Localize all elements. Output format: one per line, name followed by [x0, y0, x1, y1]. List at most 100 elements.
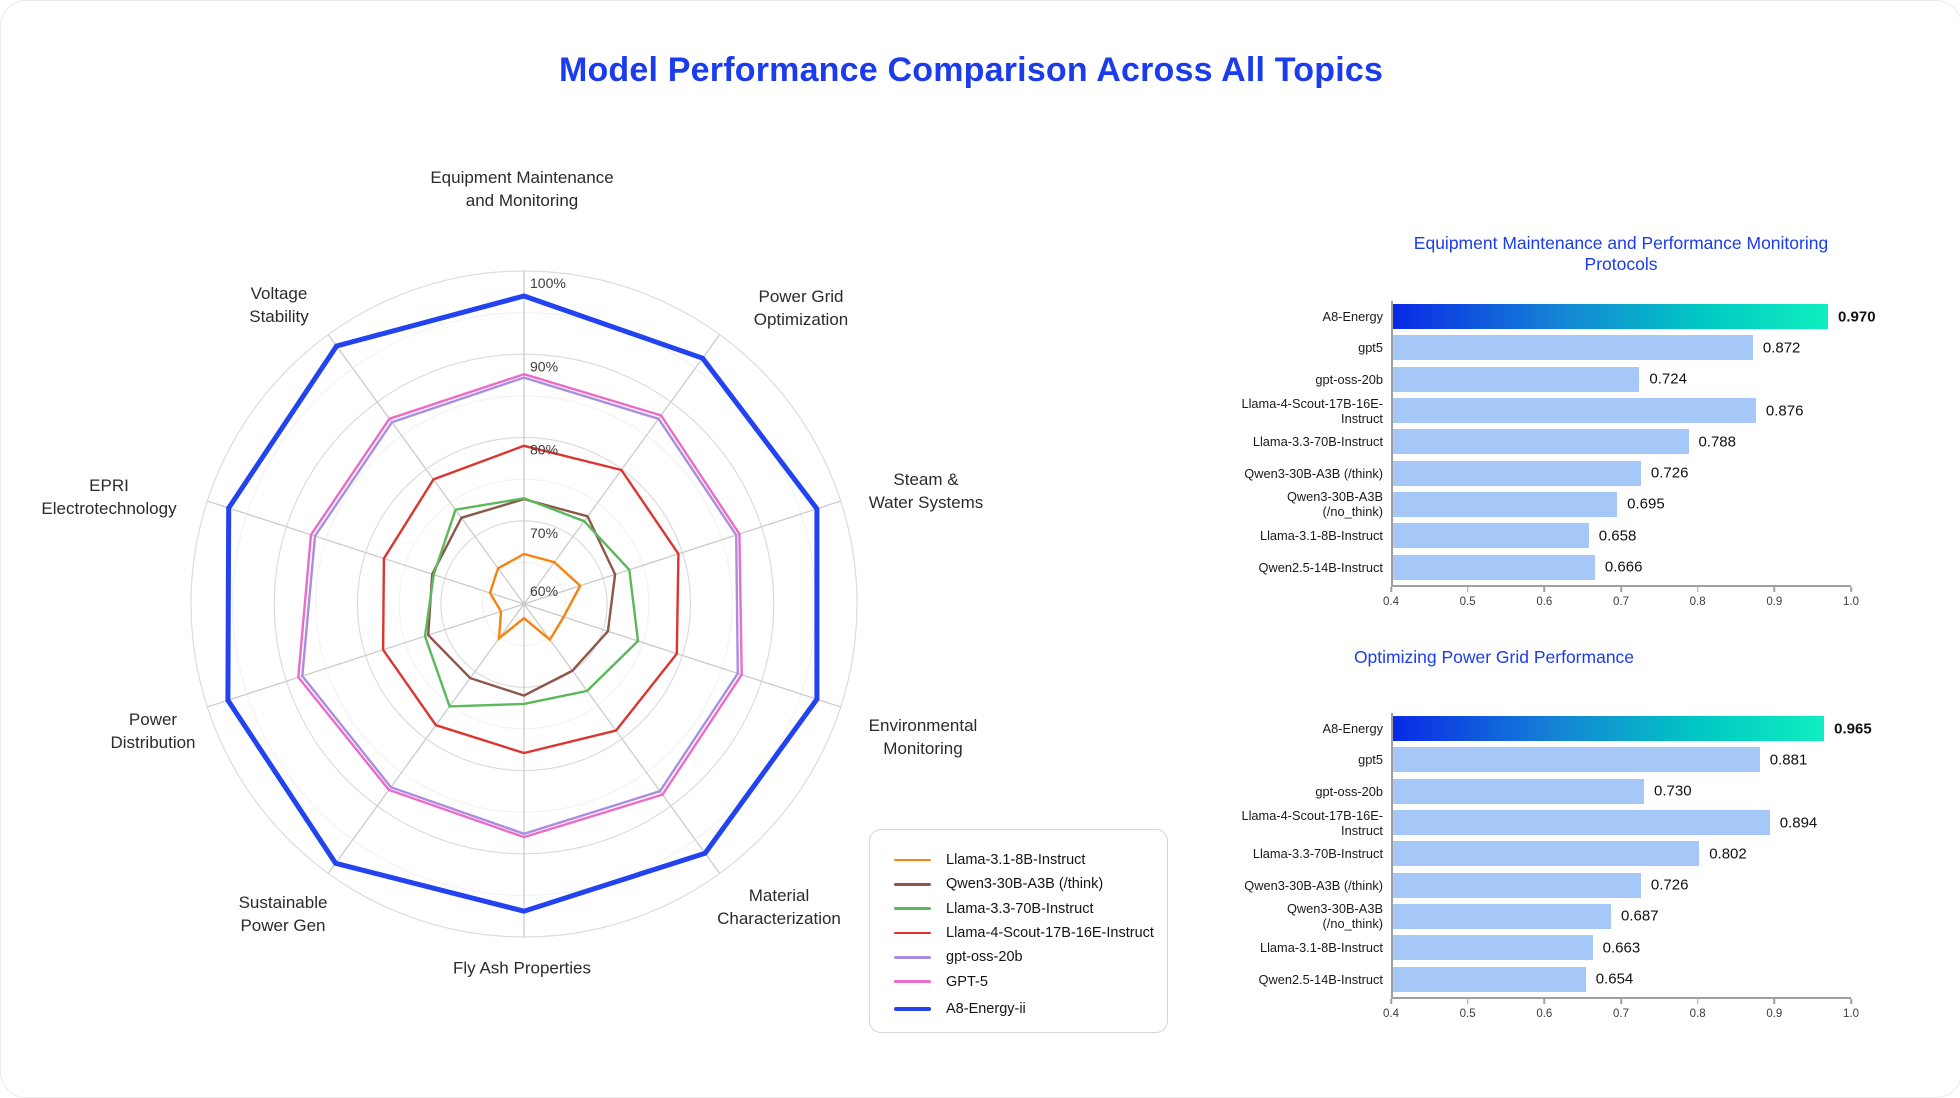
bar-track: 0.872 — [1391, 335, 1851, 361]
radar-tick-label: 60% — [530, 583, 558, 599]
bar-value: 0.881 — [1769, 751, 1808, 769]
radar-axis-label-environmental-monitoring: Environmental Monitoring — [868, 716, 978, 758]
legend-item-a8-energy-ii: A8-Energy-ii — [894, 997, 1167, 1021]
x-axis-tick-label: 0.6 — [1536, 596, 1553, 608]
x-axis-tick-label: 0.8 — [1689, 596, 1706, 608]
y-axis-line — [1391, 713, 1393, 997]
radar-axis-label-equipment-maintenance-and-monitoring: Equipment Maintenance and Monitoring — [430, 168, 614, 210]
bar-row-llama-3-3-70b-instruct: Llama-3.3-70B-Instruct 0.802 — [1229, 838, 1889, 869]
legend-swatch — [894, 883, 931, 886]
bar-label: Llama-4-Scout-17B-16E-Instruct — [1241, 395, 1383, 426]
bar-label: Llama-3.3-70B-Instruct — [1252, 846, 1383, 862]
bar-track: 0.726 — [1391, 460, 1851, 486]
bar-value: 0.687 — [1621, 907, 1659, 925]
x-axis-tick — [1850, 999, 1852, 1004]
bar-label: gpt-oss-20b — [1315, 783, 1383, 799]
radar-spoke — [327, 334, 525, 605]
radar-legend: Llama-3.1-8B-Instruct Qwen3-30B-A3B (/thi… — [869, 829, 1168, 1033]
bar-track: 0.876 — [1391, 398, 1851, 424]
x-axis-tick — [1620, 587, 1622, 592]
bar-track: 0.965 — [1391, 716, 1872, 742]
bar-fill — [1391, 523, 1589, 549]
x-axis-tick — [1773, 587, 1776, 592]
legend-label: Llama-3.1-8B-Instruct — [946, 852, 1086, 869]
bar-row-gpt-oss-20b: gpt-oss-20b 0.724 — [1229, 364, 1889, 395]
x-axis-tick-label: 0.6 — [1536, 1008, 1553, 1020]
bar-track: 0.802 — [1391, 841, 1851, 867]
page-title: Model Performance Comparison Across All … — [558, 51, 1384, 89]
bar-track: 0.970 — [1391, 304, 1876, 330]
legend-label: Llama-3.3-70B-Instruct — [946, 900, 1094, 917]
x-axis-tick-label: 0.7 — [1613, 596, 1629, 608]
bar-track: 0.654 — [1391, 966, 1851, 992]
x-axis-tick-label: 0.4 — [1383, 596, 1399, 608]
bar-track: 0.663 — [1391, 935, 1851, 961]
x-axis-tick — [1850, 587, 1852, 592]
bar-value: 0.654 — [1595, 970, 1634, 988]
bar-fill — [1391, 304, 1828, 330]
legend-label: GPT-5 — [946, 973, 988, 990]
bar-label: Qwen3-30B-A3B (/no_think) — [1286, 901, 1383, 932]
x-axis-tick — [1543, 587, 1546, 592]
bar-track: 0.658 — [1391, 523, 1851, 549]
legend-item-llama-3-3-70b-instruct: Llama-3.3-70B-Instruct — [894, 897, 1167, 921]
bar-track: 0.730 — [1391, 778, 1851, 804]
x-axis-tick — [1620, 999, 1622, 1004]
x-axis-tick-label: 0.9 — [1766, 1008, 1783, 1020]
bar-row-gpt5: gpt5 0.881 — [1229, 744, 1889, 775]
x-axis-tick — [1696, 587, 1699, 592]
radar-spoke — [523, 603, 841, 708]
radar-axis-label-fly-ash-properties: Fly Ash Properties — [453, 958, 591, 978]
legend-swatch — [894, 1006, 931, 1012]
bar-fill — [1391, 491, 1618, 517]
bar-value: 0.894 — [1779, 814, 1818, 832]
bar-row-llama-3-1-8b-instruct: Llama-3.1-8B-Instruct 0.658 — [1229, 520, 1889, 551]
y-axis-line — [1391, 301, 1393, 585]
bar-fill — [1391, 778, 1644, 804]
legend-item-llama-3-1-8b-instruct: Llama-3.1-8B-Instruct — [894, 848, 1167, 872]
x-axis-tick — [1543, 999, 1546, 1004]
bar-row-a8-energy: A8-Energy 0.965 — [1229, 713, 1889, 744]
bar-value: 0.724 — [1649, 370, 1687, 388]
bar-fill — [1391, 398, 1756, 424]
radar-series-gpt-oss-20b — [301, 376, 740, 836]
bar-label: gpt5 — [1358, 340, 1383, 356]
x-axis-tick — [1466, 999, 1469, 1004]
bar-fill — [1391, 429, 1689, 455]
x-axis-tick-label: 1.0 — [1843, 596, 1859, 608]
bar-fill — [1391, 966, 1586, 992]
bar-label: gpt-oss-20b — [1315, 371, 1383, 387]
bar-chart-title: Equipment Maintenance and Performance Mo… — [1413, 233, 1829, 274]
bar-fill — [1391, 716, 1825, 742]
x-axis-tick — [1773, 999, 1776, 1004]
legend-swatch — [894, 956, 931, 959]
bar-fill — [1391, 460, 1641, 486]
bar-fill — [1391, 935, 1593, 961]
radar-axis-label-voltage-stability: Voltage Stability — [249, 284, 309, 326]
bar-label: Qwen3-30B-A3B (/no_think) — [1286, 489, 1383, 520]
radar-axis-label-epri-electrotechnology: EPRI Electrotechnology — [41, 476, 177, 518]
legend-label: gpt-oss-20b — [946, 949, 1023, 966]
bar-label: Llama-3.1-8B-Instruct — [1259, 940, 1383, 956]
bar-row-llama-3-3-70b-instruct: Llama-3.3-70B-Instruct 0.788 — [1229, 426, 1889, 457]
radar-series-a8-energy-ii — [225, 293, 820, 914]
legend-item-qwen3-30b-a3b-think-: Qwen3-30B-A3B (/think) — [894, 872, 1167, 896]
bar-fill — [1391, 841, 1700, 867]
bar-label: gpt5 — [1358, 752, 1383, 768]
bar-label: Qwen3-30B-A3B (/think) — [1244, 465, 1383, 481]
bar-label: Qwen2.5-14B-Instruct — [1258, 971, 1383, 987]
legend-swatch — [894, 931, 931, 935]
bar-value: 0.872 — [1762, 339, 1801, 357]
radar-spoke — [207, 603, 525, 708]
x-axis-tick-label: 0.7 — [1613, 1008, 1629, 1020]
bar-fill — [1391, 335, 1753, 361]
bar-row-llama-3-1-8b-instruct: Llama-3.1-8B-Instruct 0.663 — [1229, 932, 1889, 963]
legend-swatch — [894, 980, 931, 983]
bar-row-qwen2-5-14b-instruct: Qwen2.5-14B-Instruct 0.654 — [1229, 963, 1889, 994]
legend-label: Qwen3-30B-A3B (/think) — [946, 876, 1104, 893]
radar-spoke — [327, 603, 525, 874]
bar-row-qwen3-30b-a3b-no-think-: Qwen3-30B-A3B (/no_think) 0.695 — [1229, 489, 1889, 520]
bar-row-qwen3-30b-a3b-think-: Qwen3-30B-A3B (/think) 0.726 — [1229, 869, 1889, 900]
radar-series-llama-4-scout-17b-16e-instruct — [381, 444, 680, 755]
